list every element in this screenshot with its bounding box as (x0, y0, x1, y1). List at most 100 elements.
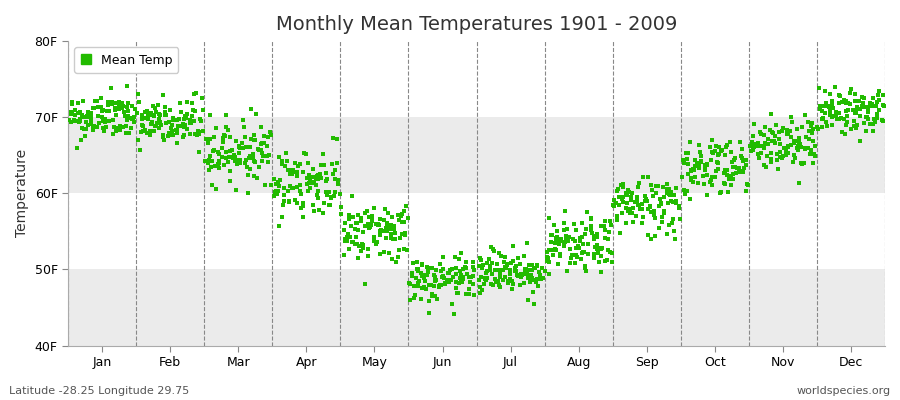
Point (803, 151, 817, 157)
Point (620, 200, 634, 206)
Point (648, 232, 662, 239)
Point (425, 290, 439, 297)
Point (544, 232, 558, 239)
Point (865, 100, 879, 107)
Point (112, 99, 126, 105)
Point (131, 91, 146, 97)
Point (630, 198, 644, 204)
Point (771, 128, 786, 135)
Point (789, 144, 804, 151)
Point (856, 100, 870, 106)
Point (839, 108, 853, 114)
Point (466, 259, 481, 266)
Point (169, 117, 184, 123)
Point (405, 273, 419, 280)
Point (306, 207, 320, 214)
Point (169, 126, 184, 133)
Point (384, 234, 399, 240)
Point (819, 119, 833, 125)
Point (217, 162, 231, 168)
Point (721, 189, 735, 196)
Point (626, 205, 640, 211)
Point (824, 112, 838, 118)
Point (176, 120, 190, 127)
Point (383, 231, 398, 238)
Point (526, 264, 541, 271)
Point (411, 265, 426, 272)
Point (472, 263, 486, 270)
Point (161, 132, 176, 139)
Point (84, 117, 98, 123)
Point (109, 128, 123, 134)
Point (492, 250, 507, 256)
Point (616, 198, 630, 205)
Point (670, 200, 684, 206)
Point (664, 189, 679, 195)
Point (410, 280, 425, 286)
Point (500, 261, 514, 268)
Point (614, 182, 628, 188)
Point (576, 240, 590, 247)
Point (675, 174, 689, 181)
Point (754, 131, 769, 138)
Point (780, 143, 795, 149)
Point (378, 225, 392, 231)
Point (341, 246, 356, 252)
Point (684, 167, 698, 173)
Point (776, 152, 790, 159)
Point (311, 195, 326, 202)
Point (364, 222, 378, 228)
Point (503, 276, 517, 282)
Point (819, 100, 833, 106)
Point (860, 104, 875, 110)
Point (556, 240, 571, 246)
Point (818, 87, 832, 94)
Point (686, 166, 700, 172)
Point (284, 185, 299, 192)
Point (304, 180, 319, 186)
Point (243, 166, 257, 172)
Point (358, 210, 373, 216)
Point (419, 264, 434, 271)
Point (202, 112, 217, 118)
Point (372, 222, 386, 228)
Point (562, 260, 577, 267)
Point (157, 137, 171, 143)
Point (704, 157, 718, 164)
Point (434, 282, 448, 288)
Point (364, 215, 379, 222)
Point (361, 221, 375, 228)
Point (634, 201, 649, 208)
Point (203, 163, 218, 170)
Point (847, 118, 861, 125)
Point (720, 167, 734, 173)
Point (291, 163, 305, 170)
Point (796, 160, 811, 166)
Point (354, 215, 368, 221)
Point (846, 107, 860, 113)
Point (798, 146, 813, 152)
Point (418, 278, 432, 284)
Point (641, 206, 655, 212)
Point (294, 205, 309, 211)
Point (79, 113, 94, 119)
Point (493, 274, 508, 280)
Point (352, 243, 366, 249)
Point (371, 221, 385, 227)
Point (148, 109, 163, 115)
Point (743, 143, 758, 150)
Point (223, 134, 238, 140)
Point (190, 131, 204, 138)
Point (518, 266, 532, 272)
Point (220, 127, 235, 134)
Point (219, 148, 233, 155)
Point (677, 160, 691, 166)
Point (440, 278, 454, 285)
Point (631, 184, 645, 190)
Point (186, 91, 201, 97)
Point (273, 177, 287, 183)
Point (174, 100, 188, 106)
Point (763, 127, 778, 133)
Point (563, 245, 578, 252)
Point (319, 178, 333, 185)
